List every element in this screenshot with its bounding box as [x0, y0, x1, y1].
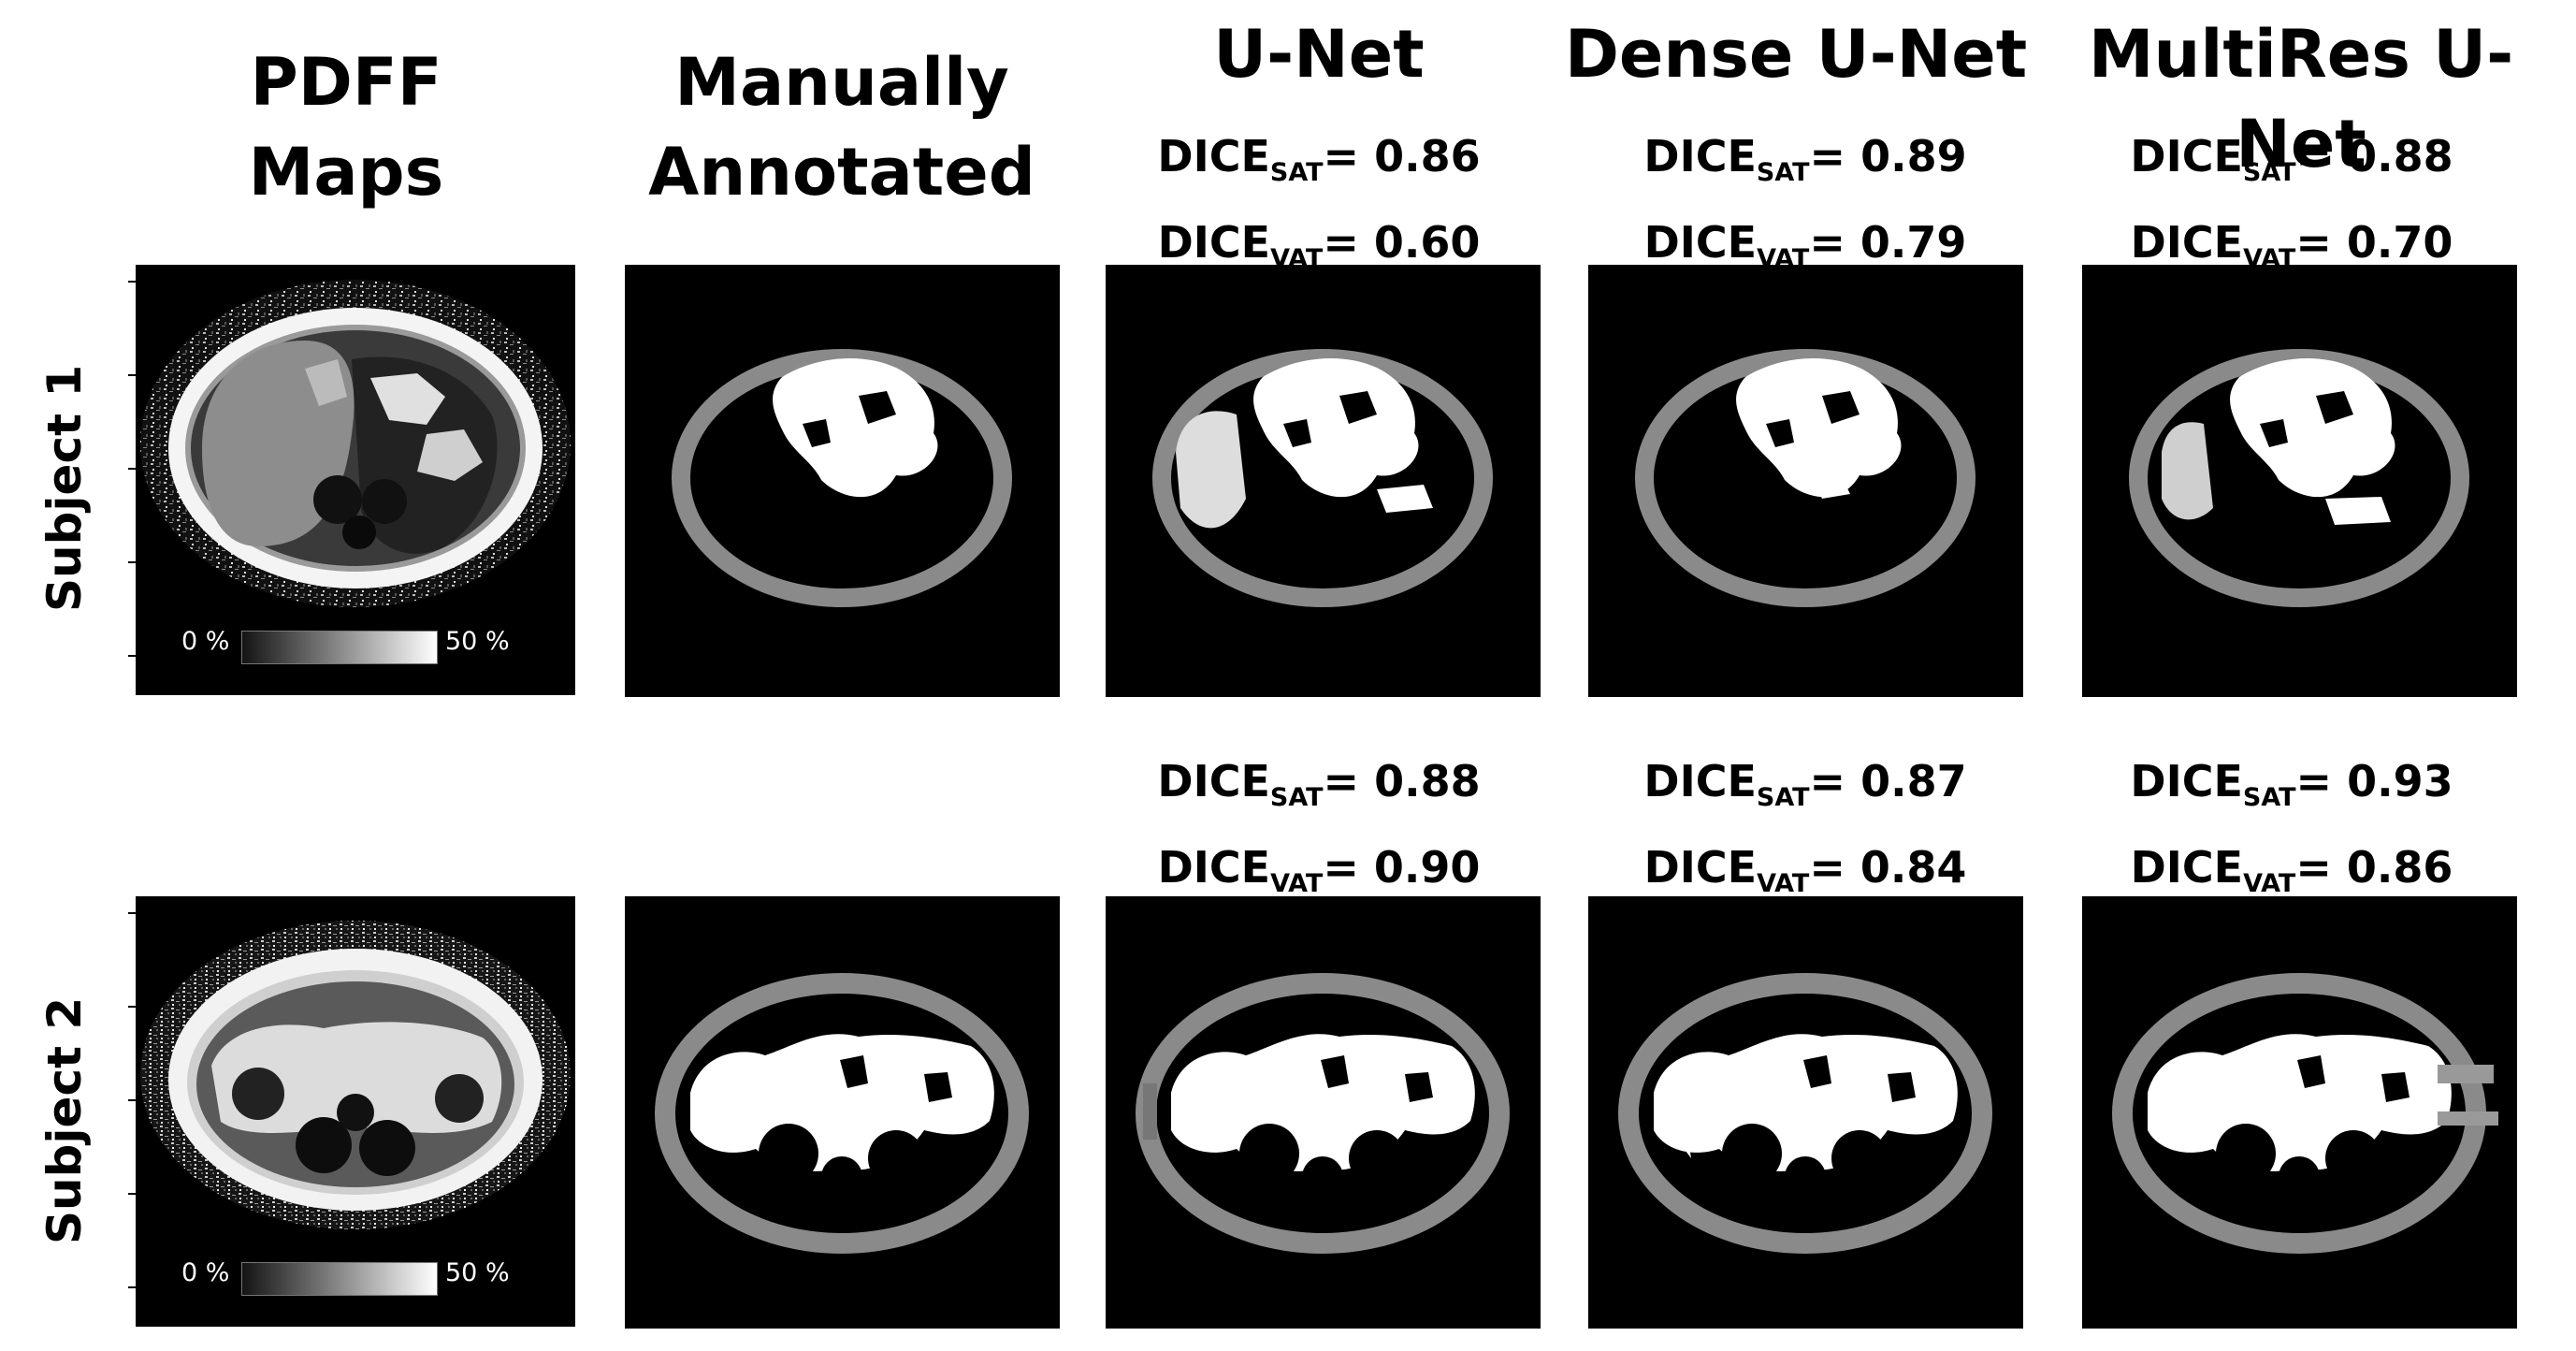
header-manual-line2: Annotated — [648, 134, 1035, 211]
dice-sat-line: DICESAT= 0.88 — [1157, 756, 1481, 812]
dice-sat-line: DICESAT= 0.89 — [1643, 131, 1967, 187]
segmentation-mask — [672, 349, 1012, 607]
segmentation-mask — [1152, 349, 1493, 607]
dice-vat-line: DICEVAT= 0.70 — [2130, 217, 2453, 273]
header-dense-line1: Dense U-Net — [1564, 16, 2028, 93]
manual-annotation-subject-2 — [625, 896, 1060, 1329]
row-label-subject-1: Subject 1 — [37, 364, 92, 612]
pdff-image-subject-2 — [137, 897, 574, 1326]
axis-tick — [128, 468, 136, 470]
dice-sat-line: DICESAT= 0.87 — [1643, 756, 1967, 812]
dice-s1-multires: DICESAT= 0.88 DICEVAT= 0.70 — [2058, 122, 2525, 294]
dice-s1-multires-vat-value: 0.70 — [2346, 217, 2453, 268]
header-pdff-maps: PDFF Maps — [159, 37, 533, 217]
axis-tick — [128, 1006, 136, 1008]
dense-unet-prediction-subject-1 — [1588, 265, 2023, 697]
header-dense-unet: Dense U-Net — [1553, 9, 2039, 99]
header-multires-unet: MultiRes U-Net — [2030, 9, 2572, 189]
dice-s1-unet-vat-value: 0.60 — [1373, 217, 1481, 268]
colorbar-max-label: 50 % — [445, 627, 510, 656]
axis-tick — [128, 374, 136, 376]
segmentation-mask — [655, 973, 1029, 1254]
axis-tick — [128, 561, 136, 563]
multires-unet-prediction-subject-2 — [2082, 896, 2517, 1329]
dice-sat-line: DICESAT= 0.88 — [2130, 131, 2453, 187]
header-unet-line1: U-Net — [1213, 16, 1425, 93]
header-unet: U-Net — [1085, 9, 1553, 99]
pdff-image-subject-1 — [137, 266, 574, 694]
manual-annotation-subject-1 — [625, 265, 1060, 697]
dice-s2-unet: DICESAT= 0.88 DICEVAT= 0.90 — [1085, 747, 1553, 919]
colorbar-min-label: 0 % — [181, 1258, 230, 1287]
dice-s2-unet-sat-value: 0.88 — [1374, 756, 1481, 806]
segmentation-mask — [1635, 349, 1975, 607]
dense-unet-prediction-subject-2 — [1588, 896, 2023, 1329]
header-manually-annotated: Manually Annotated — [608, 37, 1076, 217]
dice-vat-line: DICEVAT= 0.90 — [1157, 842, 1481, 898]
colorbar-min-label: 0 % — [181, 627, 230, 656]
colorbar-max-label: 50 % — [445, 1258, 510, 1287]
axis-tick — [128, 281, 136, 283]
dice-s1-unet-sat-value: 0.86 — [1374, 131, 1481, 182]
dice-s2-unet-vat-value: 0.90 — [1373, 842, 1481, 893]
colorbar — [241, 631, 438, 664]
dice-sat-line: DICESAT= 0.93 — [2130, 756, 2453, 812]
dice-sat-line: DICESAT= 0.86 — [1157, 131, 1481, 187]
header-multires-line1: MultiRes U-Net — [2088, 16, 2514, 182]
axis-tick — [128, 1286, 136, 1288]
unet-prediction-subject-2 — [1106, 896, 1541, 1329]
header-manual-line1: Manually — [674, 44, 1009, 121]
header-pdff-line1: PDFF — [250, 44, 442, 121]
dice-vat-line: DICEVAT= 0.86 — [2130, 842, 2453, 898]
segmentation-mask — [1136, 973, 1510, 1254]
dice-s2-multires-vat-value: 0.86 — [2346, 842, 2453, 893]
segmentation-mask — [1618, 973, 1992, 1254]
dice-s1-multires-sat-value: 0.88 — [2347, 131, 2453, 182]
pdff-map-subject-1: 0 % 50 % — [136, 265, 575, 695]
multires-unet-prediction-subject-1 — [2082, 265, 2517, 697]
dice-s2-dense-vat-value: 0.84 — [1860, 842, 1967, 893]
row-label-subject-2: Subject 2 — [37, 996, 92, 1244]
dice-s2-dense: DICESAT= 0.87 DICEVAT= 0.84 — [1571, 747, 2039, 919]
axis-tick — [128, 912, 136, 914]
header-pdff-line2: Maps — [248, 134, 444, 211]
unet-prediction-subject-1 — [1106, 265, 1541, 697]
axis-tick — [128, 1193, 136, 1195]
segmentation-mask — [2112, 973, 2498, 1254]
dice-s1-dense-vat-value: 0.79 — [1860, 217, 1967, 268]
pdff-map-subject-2: 0 % 50 % — [136, 896, 575, 1327]
dice-s2-multires: DICESAT= 0.93 DICEVAT= 0.86 — [2058, 747, 2525, 919]
axis-tick — [128, 1099, 136, 1101]
dice-s2-multires-sat-value: 0.93 — [2347, 756, 2453, 806]
segmentation-mask — [2129, 349, 2469, 607]
dice-s2-dense-sat-value: 0.87 — [1860, 756, 1967, 806]
dice-s1-dense-sat-value: 0.89 — [1860, 131, 1967, 182]
colorbar — [241, 1262, 438, 1296]
dice-vat-line: DICEVAT= 0.84 — [1643, 842, 1967, 898]
axis-tick — [128, 655, 136, 657]
